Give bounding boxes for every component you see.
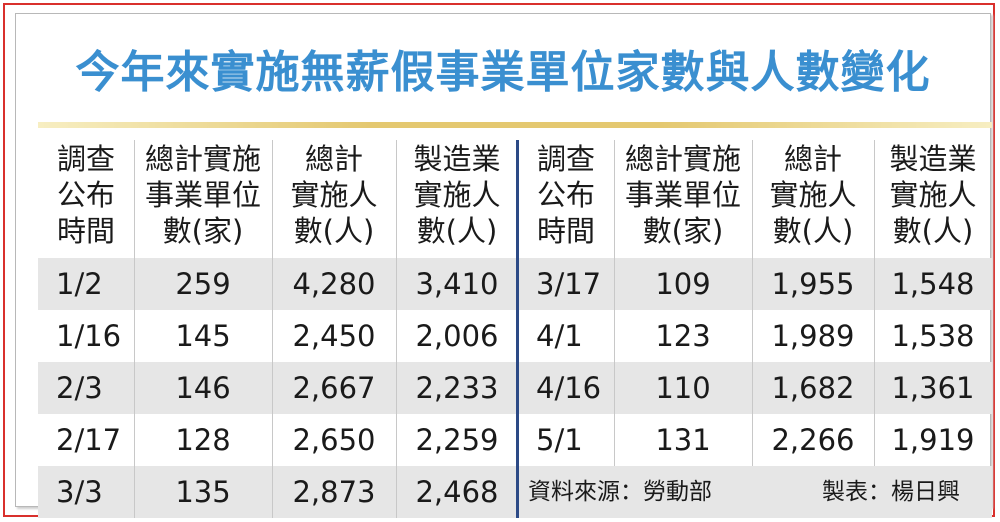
- column-rule: [134, 140, 135, 258]
- source-note: 資料來源：勞動部: [528, 479, 712, 505]
- cell-units: 123: [655, 319, 711, 353]
- column-rule: [752, 258, 753, 466]
- column-rule: [874, 140, 875, 258]
- column-rule: [396, 258, 397, 518]
- cell-mfg-people: 2,259: [415, 423, 499, 457]
- cell-total-people: 2,873: [292, 475, 376, 509]
- header-date-right: 調查 公布 時間: [536, 142, 595, 248]
- column-rule: [134, 258, 135, 518]
- cell-units: 131: [655, 423, 711, 457]
- cell-date: 5/1: [536, 423, 583, 457]
- page-title: 今年來實施無薪假事業單位家數與人數變化: [75, 47, 931, 98]
- column-rule: [614, 258, 615, 466]
- cell-mfg-people: 1,538: [891, 319, 975, 353]
- cell-date: 4/16: [536, 371, 602, 405]
- column-rule: [272, 258, 273, 518]
- header-total-people-right: 總計 實施人 數(人): [769, 142, 857, 248]
- header-mfg-people-right: 製造業 實施人 數(人): [889, 142, 977, 248]
- cell-date: 3/17: [536, 267, 602, 301]
- cell-date: 4/1: [536, 319, 583, 353]
- cell-total-people: 4,280: [292, 267, 376, 301]
- table-row: 1/2 259 4,280 3,410 3/17 109 1,955 1,548: [38, 258, 992, 310]
- cell-total-people: 2,266: [771, 423, 855, 457]
- header-mfg-people: 製造業 實施人 數(人): [413, 142, 501, 248]
- column-rule: [396, 140, 397, 258]
- header-units-right: 總計實施 事業單位 數(家): [624, 142, 741, 248]
- cell-date: 1/16: [56, 319, 122, 353]
- cell-units: 128: [175, 423, 231, 457]
- cell-units: 145: [175, 319, 231, 353]
- outer-frame: 今年來實施無薪假事業單位家數與人數變化 調查 公布 時間 總計實施 事業單位 數…: [3, 3, 995, 518]
- cell-date: 1/2: [56, 267, 103, 301]
- header-total-people: 總計 實施人 數(人): [290, 142, 378, 248]
- cell-date: 3/3: [56, 475, 103, 509]
- cell-units: 146: [175, 371, 231, 405]
- table-row: 1/16 145 2,450 2,006 4/1 123 1,989 1,538: [38, 310, 992, 362]
- table-row: 3/3 135 2,873 2,468 資料來源：勞動部 製表：楊日興: [38, 466, 992, 518]
- table-row: 2/17 128 2,650 2,259 5/1 131 2,266 1,919: [38, 414, 992, 466]
- cell-mfg-people: 1,548: [891, 267, 975, 301]
- title-underline: [38, 122, 992, 128]
- cell-mfg-people: 2,233: [415, 371, 499, 405]
- cell-mfg-people: 1,919: [891, 423, 975, 457]
- cell-mfg-people: 2,006: [415, 319, 499, 353]
- cell-mfg-people: 2,468: [415, 475, 499, 509]
- column-rule: [272, 140, 273, 258]
- row-band-5: [38, 466, 992, 518]
- cell-total-people: 2,650: [292, 423, 376, 457]
- cell-date: 2/3: [56, 371, 103, 405]
- column-rule: [752, 140, 753, 258]
- column-rule: [614, 140, 615, 258]
- cell-units: 135: [175, 475, 231, 509]
- cell-total-people: 1,989: [771, 319, 855, 353]
- cell-total-people: 2,450: [292, 319, 376, 353]
- cell-total-people: 2,667: [292, 371, 376, 405]
- cell-mfg-people: 1,361: [891, 371, 975, 405]
- cell-units: 110: [655, 371, 711, 405]
- header-units: 總計實施 事業單位 數(家): [144, 142, 261, 248]
- row-band-1: [38, 258, 992, 310]
- cell-units: 259: [175, 267, 231, 301]
- table-row: 2/3 146 2,667 2,233 4/16 110 1,682 1,361: [38, 362, 992, 414]
- cell-total-people: 1,682: [771, 371, 855, 405]
- cell-total-people: 1,955: [771, 267, 855, 301]
- row-band-3: [38, 362, 992, 414]
- center-divider: [516, 140, 519, 518]
- cell-mfg-people: 3,410: [415, 267, 499, 301]
- cell-date: 2/17: [56, 423, 122, 457]
- table-panel: 今年來實施無薪假事業單位家數與人數變化 調查 公布 時間 總計實施 事業單位 數…: [15, 13, 992, 518]
- header-date: 調查 公布 時間: [56, 142, 115, 248]
- column-rule: [874, 258, 875, 466]
- header-row: 調查 公布 時間 總計實施 事業單位 數(家) 總計 實施人 數(人) 製造業 …: [38, 132, 992, 258]
- author-note: 製表：楊日興: [822, 479, 960, 505]
- cell-units: 109: [655, 267, 711, 301]
